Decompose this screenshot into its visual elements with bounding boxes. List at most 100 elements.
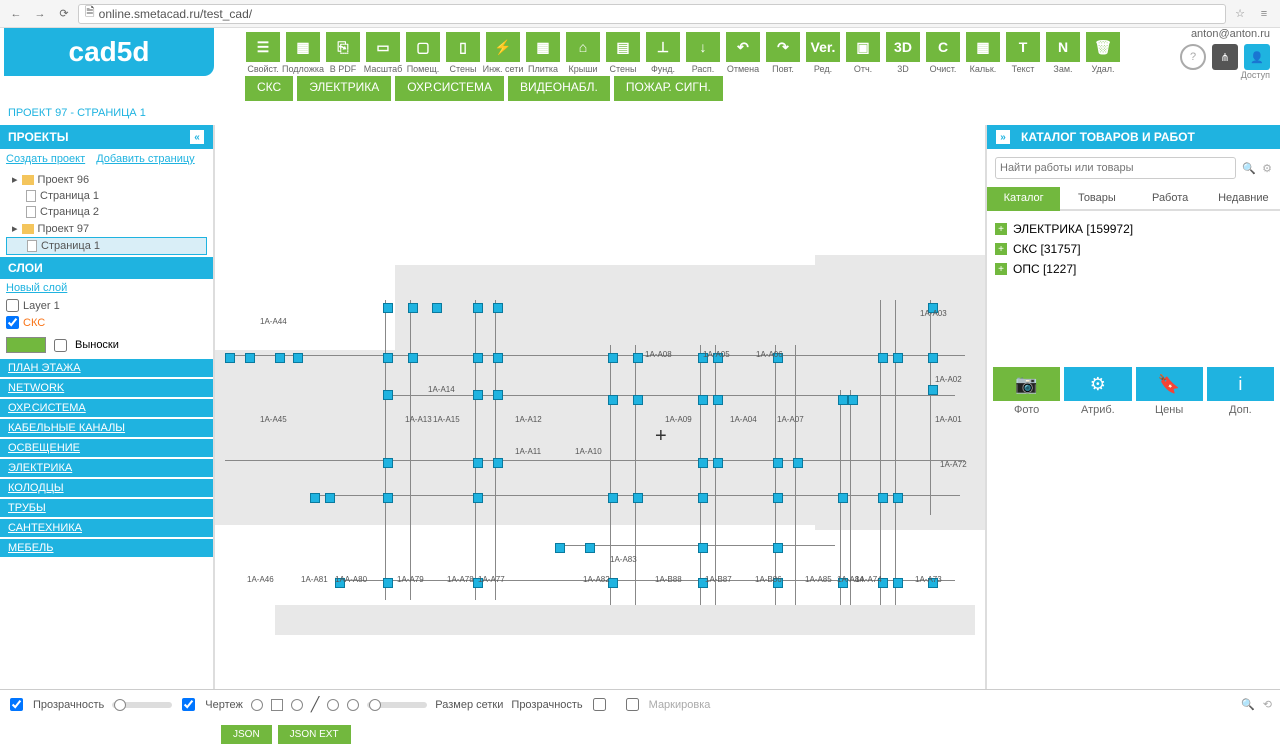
network-node[interactable] [225,353,235,363]
tree-item[interactable]: ▸ Проект 97 [6,220,207,237]
submenu-ПОЖАР. СИГН.[interactable]: ПОЖАР. СИГН. [614,76,723,101]
network-node[interactable] [838,493,848,503]
transparency2-checkbox[interactable] [593,698,606,711]
marking-checkbox[interactable] [626,698,639,711]
network-node[interactable] [633,395,643,405]
network-node[interactable] [383,390,393,400]
create-project-link[interactable]: Создать проект [6,153,85,165]
network-node[interactable] [773,493,783,503]
network-node[interactable] [493,353,503,363]
tool-Стены[interactable]: ▯Стены [444,32,482,74]
tool-3D[interactable]: 3D3D [884,32,922,74]
network-node[interactable] [325,493,335,503]
tool-Зам.[interactable]: NЗам. [1044,32,1082,74]
json-button[interactable]: JSON [221,725,272,744]
tool-Стены[interactable]: ▤Стены [604,32,642,74]
network-node[interactable] [493,303,503,313]
tool-В PDF[interactable]: ⎘В PDF [324,32,362,74]
tab-Недавние[interactable]: Недавние [1207,187,1280,211]
tool-Помещ.[interactable]: ▢Помещ. [404,32,442,74]
tree-item[interactable]: ▸ Проект 96 [6,171,207,188]
submenu-СКС[interactable]: СКС [245,76,293,101]
network-node[interactable] [585,543,595,553]
network-node[interactable] [793,458,803,468]
catalog-search-input[interactable] [995,157,1236,179]
tab-Товары[interactable]: Товары [1060,187,1133,211]
network-node[interactable] [245,353,255,363]
action-Цены[interactable]: 🔖Цены [1136,367,1203,416]
network-node[interactable] [698,395,708,405]
network-node[interactable] [383,458,393,468]
layer-item[interactable]: Layer 1 [0,297,213,314]
help-icon[interactable]: ? [1180,44,1206,70]
action-Доп.[interactable]: iДоп. [1207,367,1274,416]
color-swatch[interactable] [6,337,46,353]
back-button[interactable]: ← [6,4,26,24]
tree-item[interactable]: Страница 2 [6,204,207,220]
url-bar[interactable]: 🗎 online.smetacad.ru/test_cad/ [78,4,1226,24]
action-Фото[interactable]: 📷Фото [993,367,1060,416]
callouts-checkbox[interactable] [54,339,67,352]
expand-icon[interactable]: » [995,129,1011,145]
transparency-slider[interactable] [112,702,172,708]
category-item[interactable]: КОЛОДЦЫ [0,479,213,497]
network-node[interactable] [432,303,442,313]
add-page-link[interactable]: Добавить страницу [96,153,194,165]
network-node[interactable] [773,458,783,468]
category-item[interactable]: ТРУБЫ [0,499,213,517]
network-node[interactable] [838,395,848,405]
network-node[interactable] [713,458,723,468]
catalog-item[interactable]: + ЭЛЕКТРИКА [159972] [995,219,1272,239]
network-node[interactable] [493,458,503,468]
logo[interactable]: cad5d [4,28,214,76]
tab-Работа[interactable]: Работа [1134,187,1207,211]
network-node[interactable] [473,353,483,363]
tool-Текст[interactable]: TТекст [1004,32,1042,74]
network-node[interactable] [275,353,285,363]
network-node[interactable] [878,493,888,503]
category-item[interactable]: ПЛАН ЭТАЖА [0,359,213,377]
network-node[interactable] [698,458,708,468]
network-node[interactable] [408,303,418,313]
tool-Отмена[interactable]: ↶Отмена [724,32,762,74]
category-item[interactable]: NETWORK [0,379,213,397]
category-item[interactable]: ОСВЕЩЕНИЕ [0,439,213,457]
tool-Удал.[interactable]: 🗑Удал. [1084,32,1122,74]
reload-button[interactable]: ⟳ [54,4,74,24]
network-node[interactable] [293,353,303,363]
network-node[interactable] [383,353,393,363]
catalog-item[interactable]: + СКС [31757] [995,239,1272,259]
network-node[interactable] [893,578,903,588]
network-node[interactable] [878,353,888,363]
network-node[interactable] [473,303,483,313]
network-node[interactable] [633,353,643,363]
radio-1[interactable] [251,699,263,711]
profile-icon[interactable]: 👤 [1244,44,1270,70]
hamburger-icon[interactable]: ≡ [1254,4,1274,24]
forward-button[interactable]: → [30,4,50,24]
radio-3[interactable] [327,699,339,711]
catalog-item[interactable]: + ОПС [1227] [995,259,1272,279]
tool-Подложка[interactable]: ▦Подложка [284,32,322,74]
network-node[interactable] [473,390,483,400]
category-item[interactable]: ЭЛЕКТРИКА [0,459,213,477]
tool-Очист.[interactable]: CОчист. [924,32,962,74]
submenu-ЭЛЕКТРИКА[interactable]: ЭЛЕКТРИКА [297,76,391,101]
network-node[interactable] [928,385,938,395]
network-node[interactable] [608,395,618,405]
radio-4[interactable] [347,699,359,711]
category-item[interactable]: МЕБЕЛЬ [0,539,213,557]
radio-2[interactable] [291,699,303,711]
tool-Повт.[interactable]: ↷Повт. [764,32,802,74]
network-node[interactable] [473,493,483,503]
action-Атриб.[interactable]: ⚙Атриб. [1064,367,1131,416]
search-icon[interactable]: 🔍 [1242,162,1256,175]
network-node[interactable] [555,543,565,553]
network-node[interactable] [383,493,393,503]
json-ext-button[interactable]: JSON EXT [278,725,351,744]
network-node[interactable] [928,353,938,363]
network-node[interactable] [698,543,708,553]
collapse-icon[interactable]: « [189,129,205,145]
catalog-header[interactable]: » КАТАЛОГ ТОВАРОВ И РАБОТ [987,125,1280,149]
layers-header[interactable]: СЛОИ [0,257,213,279]
